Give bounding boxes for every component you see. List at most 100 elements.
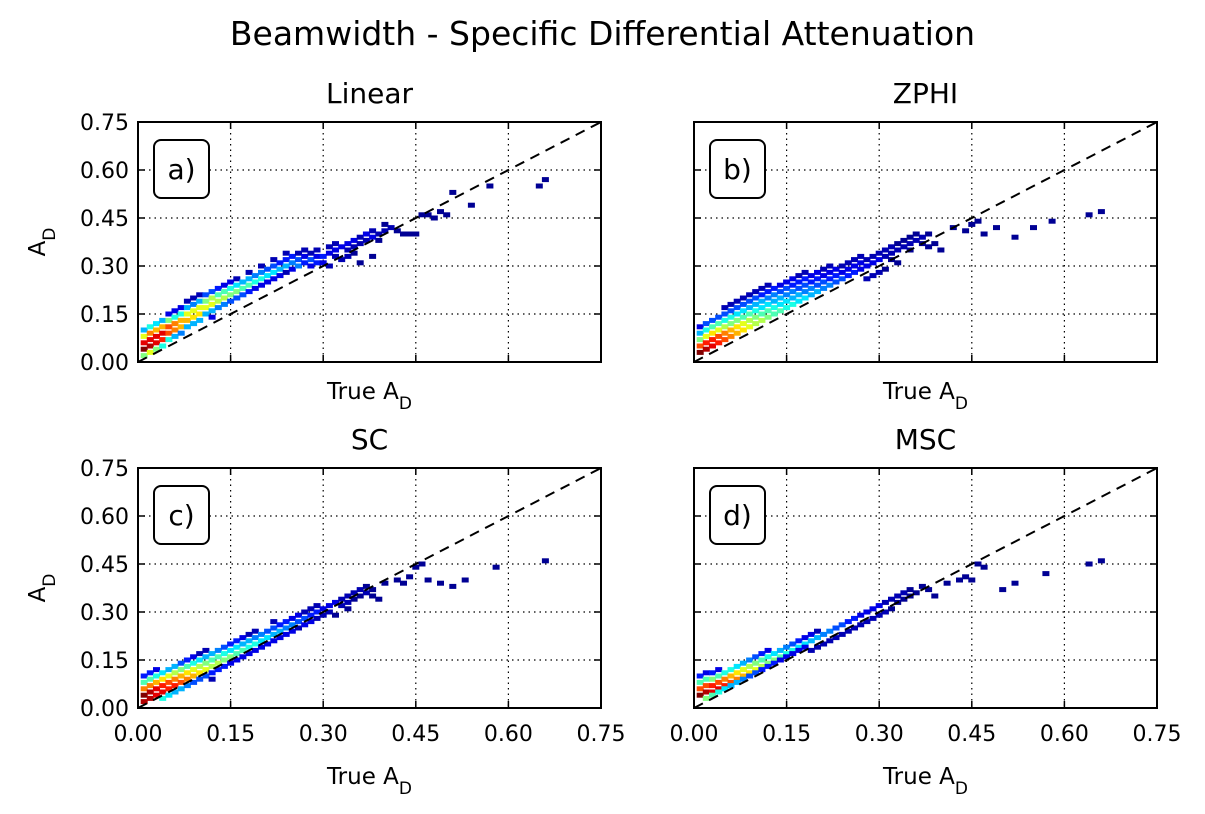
heatmap-cell xyxy=(789,651,797,657)
heatmap-cell xyxy=(918,234,926,240)
heatmap-cell xyxy=(535,183,543,189)
heatmap-cell xyxy=(894,247,902,253)
heatmap-cell xyxy=(159,343,167,349)
heatmap-cell xyxy=(764,663,772,669)
heatmap-cell xyxy=(721,311,729,317)
heatmap-cell xyxy=(795,647,803,653)
heatmap-cell xyxy=(177,673,185,679)
heatmap-cell xyxy=(381,580,389,586)
heatmap-cell xyxy=(709,343,716,349)
x-axis-label: True AD xyxy=(326,764,412,799)
heatmap-cell xyxy=(165,337,173,343)
heatmap-cell xyxy=(245,631,253,637)
x-axis-label-sub: D xyxy=(955,394,968,414)
x-tick-label: 0.75 xyxy=(1133,722,1182,747)
heatmap-cell xyxy=(789,647,797,653)
y-tick-label: 0.45 xyxy=(80,553,129,578)
heatmap-cell xyxy=(276,635,284,641)
heatmap-cell xyxy=(270,276,278,282)
heatmap-cell xyxy=(159,337,167,343)
heatmap-cell xyxy=(844,260,852,266)
heatmap-cell xyxy=(832,279,840,285)
heatmap-cell xyxy=(295,625,302,631)
heatmap-cell xyxy=(826,276,834,282)
heatmap-cell xyxy=(332,599,339,605)
heatmap-cell xyxy=(400,580,407,586)
heatmap-cell xyxy=(177,317,185,323)
heatmap-cell xyxy=(752,321,760,327)
heatmap-cell xyxy=(412,564,420,570)
heatmap-cell xyxy=(875,250,883,256)
heatmap-cell xyxy=(202,298,210,304)
heatmap-cell xyxy=(369,593,377,599)
heatmap-cell xyxy=(258,282,265,288)
y-axis-label: AD xyxy=(25,228,60,257)
heatmap-cell xyxy=(171,683,179,689)
heatmap-cell xyxy=(245,282,253,288)
heatmap-cell xyxy=(857,260,865,266)
panel-label-box xyxy=(153,139,210,199)
heatmap-cell xyxy=(801,269,809,275)
heatmap-cell xyxy=(288,253,296,259)
heatmap-cell xyxy=(165,667,173,673)
heatmap-cell xyxy=(214,285,222,291)
panel-title: MSC xyxy=(895,423,956,456)
heatmap-cell xyxy=(165,317,173,323)
heatmap-cell xyxy=(171,314,179,320)
heatmap-cell xyxy=(319,253,327,259)
heatmap-cell xyxy=(437,580,444,586)
heatmap-cell xyxy=(190,308,198,314)
heatmap-cell xyxy=(980,231,988,237)
heatmap-cell xyxy=(1030,225,1037,231)
heatmap-cell xyxy=(264,628,272,634)
heatmap-cell xyxy=(702,327,710,333)
heatmap-cell xyxy=(227,298,235,304)
heatmap-cell xyxy=(764,314,772,320)
heatmap-cell xyxy=(140,340,148,346)
heatmap-cell xyxy=(325,609,333,615)
y-axis-label: AD xyxy=(25,574,60,603)
panel-label-box xyxy=(709,485,766,545)
heatmap-cell xyxy=(313,615,321,621)
heatmap-cell xyxy=(140,346,148,352)
heatmap-cell xyxy=(325,244,333,250)
heatmap-cell xyxy=(245,651,253,657)
heatmap-cell xyxy=(801,289,809,295)
heatmap-cell xyxy=(449,583,457,589)
heatmap-cell xyxy=(492,564,500,570)
heatmap-cell xyxy=(727,683,735,689)
heatmap-cell xyxy=(746,663,754,669)
heatmap-cell xyxy=(807,631,815,637)
heatmap-cell xyxy=(146,343,154,349)
heatmap-cell xyxy=(801,282,809,288)
heatmap-cell xyxy=(362,237,370,243)
heatmap-cell xyxy=(258,276,265,282)
heatmap-cell xyxy=(350,250,358,256)
heatmap-cell xyxy=(208,651,216,657)
x-tick-label: 0.00 xyxy=(670,722,719,747)
heatmap-cell xyxy=(276,260,284,266)
heatmap-cell xyxy=(881,266,889,272)
heatmap-cell xyxy=(783,285,791,291)
heatmap-cell xyxy=(721,683,729,689)
heatmap-cell xyxy=(140,353,148,359)
heatmap-cell xyxy=(702,340,710,346)
heatmap-cell xyxy=(863,263,871,269)
heatmap-cell xyxy=(1097,209,1105,215)
heatmap-cell xyxy=(282,269,290,275)
heatmap-cell xyxy=(857,612,865,618)
heatmap-cell xyxy=(430,215,438,221)
heatmap-cell xyxy=(696,673,704,679)
heatmap-cell xyxy=(764,647,772,653)
heatmap-cell xyxy=(282,625,290,631)
heatmap-cell xyxy=(709,692,716,698)
heatmap-cell xyxy=(239,641,247,647)
heatmap-cell xyxy=(381,221,389,227)
heatmap-cell xyxy=(245,644,253,650)
heatmap-cell xyxy=(202,667,210,673)
heatmap-cell xyxy=(715,321,723,327)
heatmap-cell xyxy=(140,692,148,698)
heatmap-cell xyxy=(770,285,778,291)
